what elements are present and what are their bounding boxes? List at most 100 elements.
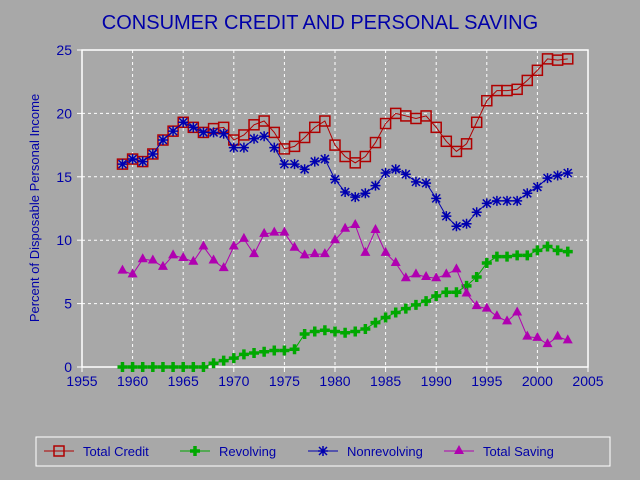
data-point [471, 207, 482, 218]
data-point [471, 271, 482, 282]
data-point [451, 263, 462, 273]
data-point [238, 129, 250, 141]
data-point [471, 300, 482, 310]
data-point [410, 176, 421, 187]
x-tick-label: 1975 [269, 373, 300, 389]
y-tick-label: 15 [56, 169, 72, 185]
data-point [330, 326, 340, 337]
data-point [380, 167, 391, 178]
data-point [441, 211, 452, 222]
legend-label: Revolving [219, 444, 276, 459]
data-point [431, 272, 442, 282]
data-point [370, 224, 381, 234]
data-point [259, 227, 270, 237]
data-point [117, 362, 128, 372]
data-point [299, 164, 310, 175]
series-nonrevolving [117, 117, 573, 232]
data-point [360, 246, 371, 256]
data-point [117, 264, 128, 274]
legend-label: Total Saving [483, 444, 554, 459]
data-point [178, 251, 189, 261]
series-line [122, 224, 568, 345]
data-point [481, 258, 492, 269]
data-point [309, 121, 321, 134]
data-point [380, 246, 391, 256]
data-point [431, 290, 442, 301]
legend-marker [53, 445, 65, 457]
data-point [319, 248, 330, 258]
data-point [441, 268, 452, 278]
data-point [188, 122, 199, 133]
data-point [421, 178, 432, 189]
data-point [147, 148, 158, 159]
data-point [441, 287, 452, 298]
data-point [157, 362, 168, 372]
y-tick-label: 20 [56, 105, 72, 121]
data-point [511, 83, 523, 96]
data-point [420, 110, 432, 122]
data-point [542, 338, 553, 348]
data-point [157, 260, 168, 270]
data-point [512, 306, 523, 316]
x-tick-label: 1990 [421, 373, 452, 389]
data-point [198, 240, 209, 250]
data-point [127, 268, 138, 278]
data-point [360, 188, 371, 199]
data-point [127, 154, 138, 165]
data-point [279, 345, 290, 356]
data-point [168, 249, 179, 259]
data-point [562, 334, 573, 344]
data-point [421, 270, 432, 280]
legend: Total Credit Revolving Nonrevolving Total S… [35, 436, 611, 467]
data-point [168, 126, 179, 137]
data-point [502, 315, 513, 325]
data-point [289, 344, 300, 355]
data-point [542, 173, 553, 184]
data-point [127, 362, 138, 372]
data-point [542, 241, 553, 252]
data-point [421, 296, 432, 307]
data-point [512, 250, 523, 261]
data-point [380, 312, 391, 323]
legend-item: Total Saving [444, 444, 554, 459]
data-point [249, 348, 260, 359]
data-point [552, 330, 563, 340]
data-point [532, 181, 543, 192]
data-point [330, 234, 340, 244]
data-point [117, 159, 128, 170]
data-point [369, 136, 382, 149]
data-point [400, 169, 411, 180]
series-line [122, 58, 568, 165]
series-total-saving [117, 218, 573, 348]
x-tick-label: 1995 [471, 373, 502, 389]
data-point [430, 121, 442, 134]
series-total-credit [116, 53, 574, 170]
data-point [491, 251, 502, 262]
data-point [349, 157, 361, 169]
data-point [329, 139, 341, 151]
legend-marker [318, 446, 328, 456]
data-point [440, 135, 453, 148]
series-line [122, 121, 568, 227]
data-point [298, 131, 311, 144]
data-point [512, 195, 523, 206]
data-point [147, 254, 158, 264]
data-point [238, 232, 249, 242]
data-point [481, 94, 493, 107]
data-point [218, 355, 229, 366]
data-point [552, 245, 563, 256]
data-point [289, 159, 300, 170]
x-tick-label: 1985 [370, 373, 401, 389]
legend-marker [190, 446, 200, 456]
legend-label: Total Credit [83, 444, 149, 459]
data-point [451, 221, 462, 232]
data-point [450, 145, 463, 158]
data-point [339, 150, 351, 163]
data-point [279, 226, 290, 236]
data-point [562, 53, 574, 65]
data-point [258, 115, 270, 127]
data-point [178, 362, 189, 372]
data-point [299, 329, 310, 340]
data-point [481, 302, 492, 312]
data-point [370, 180, 381, 191]
